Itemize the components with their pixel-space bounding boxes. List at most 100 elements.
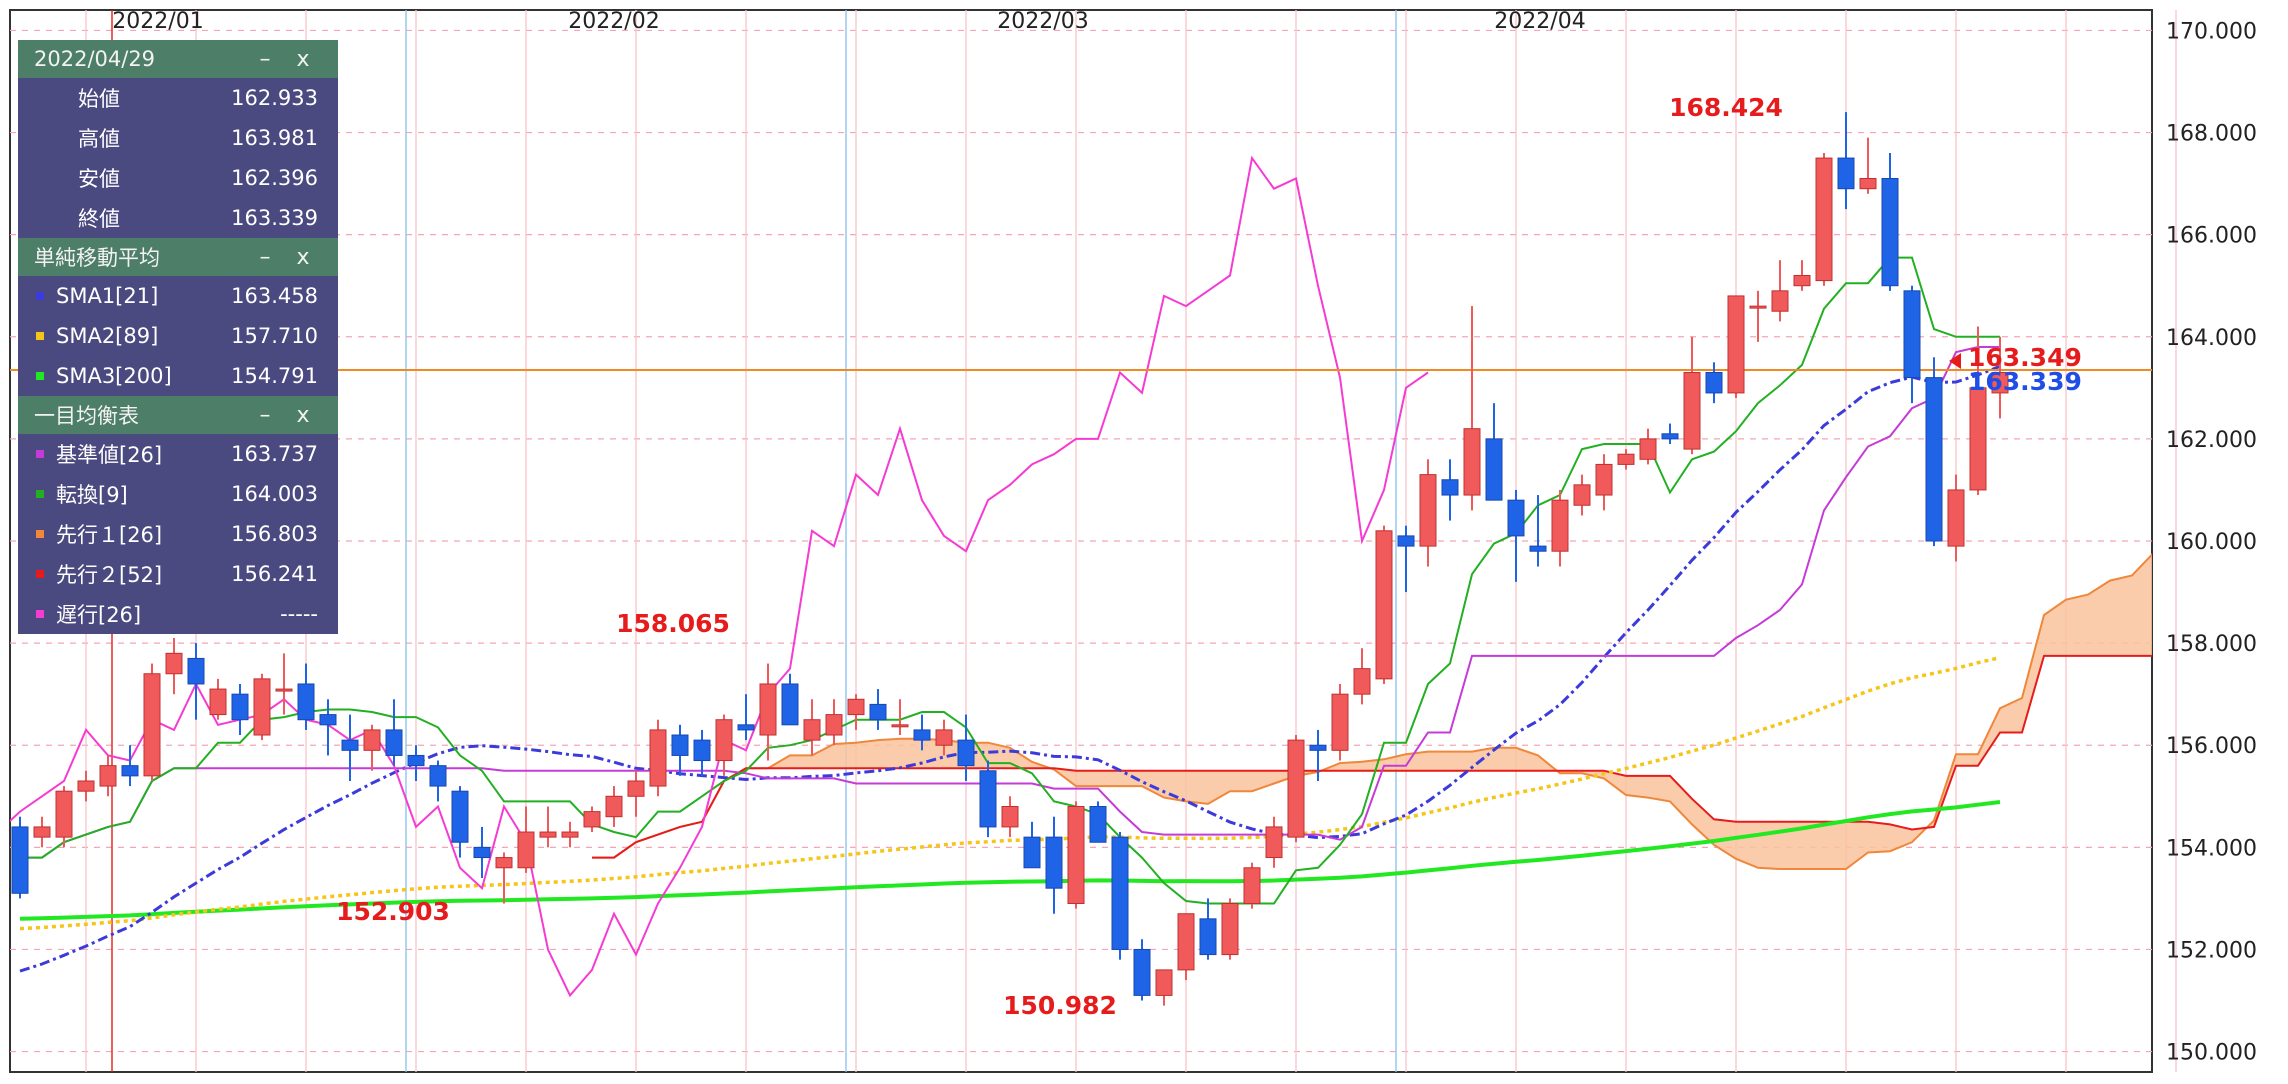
- legend-swatch-icon: [36, 332, 44, 340]
- candle-body: [1375, 530, 1393, 680]
- candle-body: [869, 703, 887, 721]
- price-label-blue: 163.339: [1968, 367, 2082, 396]
- sma2-value: 157.710: [231, 324, 318, 348]
- sma3-value: 154.791: [231, 364, 318, 388]
- y-tick-label: 162.000: [2166, 428, 2257, 453]
- minimize-button[interactable]: –: [259, 402, 271, 428]
- candle-body: [1177, 913, 1195, 971]
- candle-body: [1001, 806, 1019, 828]
- price-label-red: 163.349: [1968, 343, 2082, 372]
- sma2-line: [19, 655, 2001, 931]
- chikou-line: [10, 155, 1429, 998]
- close-value: 163.339: [231, 206, 318, 230]
- candle-body: [99, 765, 117, 787]
- candle-body: [1331, 693, 1349, 751]
- candle-body: [1815, 157, 1833, 282]
- sma3-label: SMA3[200]: [56, 364, 172, 388]
- open-label: 始値: [78, 87, 120, 111]
- y-tick-label: 160.000: [2166, 530, 2257, 555]
- candle-body: [1353, 668, 1371, 695]
- candle-body: [1397, 535, 1415, 547]
- annotation-local-low: 152.903: [336, 897, 450, 926]
- annotation-high: 168.424: [1669, 93, 1783, 122]
- candle-body: [1947, 489, 1965, 547]
- minimize-button[interactable]: –: [259, 46, 271, 72]
- y-tick-label: 164.000: [2166, 326, 2257, 351]
- ohlc-date: 2022/04/29: [34, 47, 156, 71]
- candle-body: [605, 795, 623, 818]
- span1-value: 156.803: [231, 522, 318, 546]
- legend-swatch-icon: [36, 372, 44, 380]
- chikou-row: 遅行[26] -----: [18, 594, 338, 634]
- candle-body: [209, 688, 227, 716]
- ohlc-row-close: 終値 163.339: [18, 198, 338, 238]
- candle-body: [1133, 948, 1151, 996]
- annotations: 168.424 158.065 152.903 150.982: [336, 93, 1783, 1020]
- candle-body: [737, 724, 755, 731]
- candle-body: [1705, 372, 1723, 394]
- candle-body: [231, 693, 249, 721]
- candle-body: [1749, 305, 1767, 309]
- candle-body: [1771, 290, 1789, 312]
- candle-body: [1639, 438, 1657, 460]
- close-label: 終値: [78, 207, 120, 231]
- candle-body: [1793, 275, 1811, 287]
- candle-body: [275, 688, 293, 692]
- sma3-row: SMA3[200] 154.791: [18, 356, 338, 396]
- candle-body: [451, 790, 469, 843]
- candle-body: [1551, 499, 1569, 552]
- legend-swatch-icon: [36, 610, 44, 618]
- candle-body: [583, 811, 601, 828]
- tenkan-value: 164.003: [231, 482, 318, 506]
- candle-body: [671, 734, 689, 756]
- candle-body: [253, 678, 271, 736]
- span1-label: 先行１[26]: [56, 523, 163, 547]
- candle-body: [1023, 836, 1041, 869]
- candle-body: [121, 765, 139, 777]
- candle-body: [979, 770, 997, 828]
- ohlc-row-high: 高値 163.981: [18, 118, 338, 158]
- candle-body: [1419, 474, 1437, 547]
- price-labels: 163.349 163.339: [1949, 343, 2082, 396]
- candle-body: [1067, 806, 1085, 905]
- y-tick-label: 156.000: [2166, 734, 2257, 759]
- candle-body: [1155, 969, 1173, 996]
- sma1-row: SMA1[21] 163.458: [18, 276, 338, 316]
- legend-swatch-icon: [36, 530, 44, 538]
- candle-body: [1507, 499, 1525, 537]
- candle-body: [1595, 463, 1613, 496]
- candles: [11, 112, 2009, 1006]
- sma1-value: 163.458: [231, 284, 318, 308]
- annotation-low: 150.982: [1003, 991, 1117, 1020]
- candle-body: [1089, 806, 1107, 843]
- high-label: 高値: [78, 127, 120, 151]
- candle-body: [759, 683, 777, 736]
- candle-body: [561, 831, 579, 838]
- candle-body: [55, 790, 73, 838]
- legend-swatch-icon: [36, 292, 44, 300]
- close-button[interactable]: x: [296, 402, 310, 428]
- candle-body: [1045, 836, 1063, 889]
- y-tick-label: 152.000: [2166, 938, 2257, 963]
- sma2-label: SMA2[89]: [56, 324, 159, 348]
- candle-body: [1903, 290, 1921, 379]
- close-button[interactable]: x: [296, 244, 310, 270]
- candle-body: [847, 698, 865, 716]
- candle-body: [297, 683, 315, 721]
- sma1-label: SMA1[21]: [56, 284, 159, 308]
- minimize-button[interactable]: –: [259, 244, 271, 270]
- candle-body: [539, 831, 557, 838]
- candle-body: [11, 826, 29, 894]
- ichimoku-title: 一目均衡表: [34, 404, 139, 428]
- y-tick-label: 170.000: [2166, 19, 2257, 44]
- y-tick-label: 154.000: [2166, 836, 2257, 861]
- x-tick-label: 2022/03: [997, 9, 1088, 34]
- close-button[interactable]: x: [296, 46, 310, 72]
- candle-body: [143, 673, 161, 777]
- candle-body: [1661, 433, 1679, 440]
- candle-body: [1221, 903, 1239, 956]
- open-value: 162.933: [231, 86, 318, 110]
- candle-body: [891, 724, 909, 728]
